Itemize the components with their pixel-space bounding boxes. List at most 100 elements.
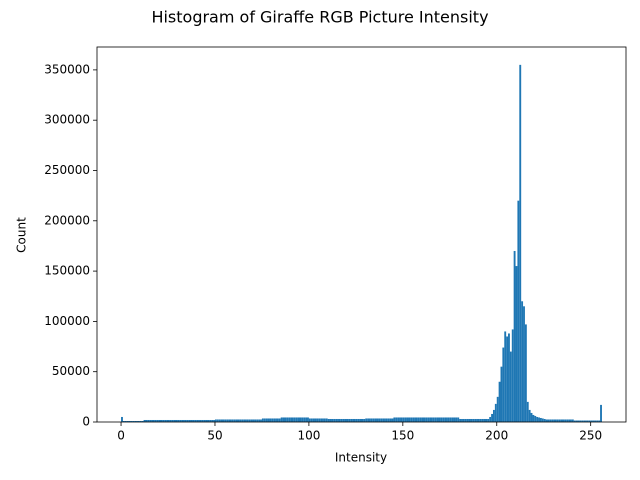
- bar: [299, 417, 302, 422]
- bar: [284, 417, 287, 422]
- bar: [376, 418, 379, 422]
- bar: [541, 418, 544, 422]
- bar: [301, 417, 304, 422]
- bar: [457, 417, 460, 422]
- bar: [171, 419, 174, 422]
- bar: [145, 419, 148, 422]
- bar: [586, 420, 589, 422]
- bar: [387, 418, 390, 422]
- bar: [459, 418, 462, 422]
- bar: [553, 419, 555, 422]
- bar: [532, 414, 535, 422]
- bar: [164, 419, 167, 422]
- x-tick-label: 250: [579, 429, 602, 443]
- bar: [151, 419, 153, 422]
- bar: [269, 418, 272, 422]
- bar: [295, 417, 298, 422]
- bar: [137, 420, 140, 422]
- bar: [560, 419, 563, 422]
- bar: [538, 417, 540, 422]
- bar: [444, 417, 447, 422]
- bar: [275, 418, 277, 422]
- bar: [573, 420, 576, 422]
- x-tick-label: 150: [391, 429, 414, 443]
- bar: [436, 417, 439, 422]
- bar: [596, 420, 599, 422]
- bar: [329, 418, 332, 422]
- bar: [367, 418, 370, 422]
- bar: [489, 416, 492, 422]
- bar: [410, 417, 413, 422]
- bar: [536, 416, 539, 422]
- bar: [359, 418, 362, 422]
- y-tick-label: 200000: [44, 213, 90, 227]
- bar: [154, 419, 157, 422]
- bar: [226, 419, 229, 422]
- bar: [382, 418, 385, 422]
- bar: [183, 419, 185, 422]
- bar: [162, 419, 165, 422]
- bar: [498, 381, 501, 422]
- bar: [149, 419, 152, 422]
- bar: [207, 419, 210, 422]
- bar: [205, 419, 208, 422]
- bar: [404, 417, 407, 422]
- y-tick-label: 0: [82, 415, 90, 429]
- bar: [446, 417, 448, 422]
- bar: [385, 418, 388, 422]
- bar: [243, 419, 246, 422]
- bar: [479, 418, 482, 422]
- bar: [581, 420, 584, 422]
- bar: [566, 419, 569, 422]
- bar: [139, 420, 142, 422]
- bar: [258, 419, 261, 422]
- bar: [152, 419, 155, 422]
- bar: [327, 418, 330, 422]
- bar: [528, 409, 531, 422]
- bar: [254, 419, 257, 422]
- bar: [143, 419, 146, 422]
- bar: [496, 396, 499, 422]
- bar: [524, 324, 527, 422]
- bar: [134, 420, 137, 422]
- bar: [286, 417, 289, 422]
- bar: [370, 418, 373, 422]
- bar: [406, 417, 409, 422]
- bar: [434, 417, 437, 422]
- bar: [169, 419, 172, 422]
- bar: [391, 418, 394, 422]
- bar: [273, 418, 276, 422]
- bar: [331, 418, 334, 422]
- bar: [598, 420, 601, 422]
- bar: [337, 418, 339, 422]
- bar: [263, 418, 266, 422]
- bar: [523, 306, 525, 422]
- bar: [128, 420, 131, 422]
- bar: [297, 417, 300, 422]
- bar: [201, 419, 204, 422]
- bar: [502, 347, 505, 422]
- y-tick-label: 100000: [44, 314, 90, 328]
- bar: [393, 417, 396, 422]
- bar: [211, 419, 214, 422]
- bar: [462, 418, 465, 422]
- bar: [440, 417, 443, 422]
- bar: [568, 419, 571, 422]
- bar: [320, 418, 323, 422]
- bar: [136, 420, 138, 422]
- bar: [214, 419, 217, 422]
- bar: [233, 419, 236, 422]
- bar: [265, 418, 268, 422]
- bar: [314, 418, 317, 422]
- bar: [179, 419, 182, 422]
- bar: [303, 417, 306, 422]
- y-tick-label: 250000: [44, 163, 90, 177]
- bar: [421, 417, 424, 422]
- bar: [466, 418, 469, 422]
- bar: [310, 418, 313, 422]
- bar: [389, 418, 392, 422]
- bar: [322, 418, 324, 422]
- bar: [429, 417, 432, 422]
- bar: [353, 418, 356, 422]
- bar: [350, 418, 353, 422]
